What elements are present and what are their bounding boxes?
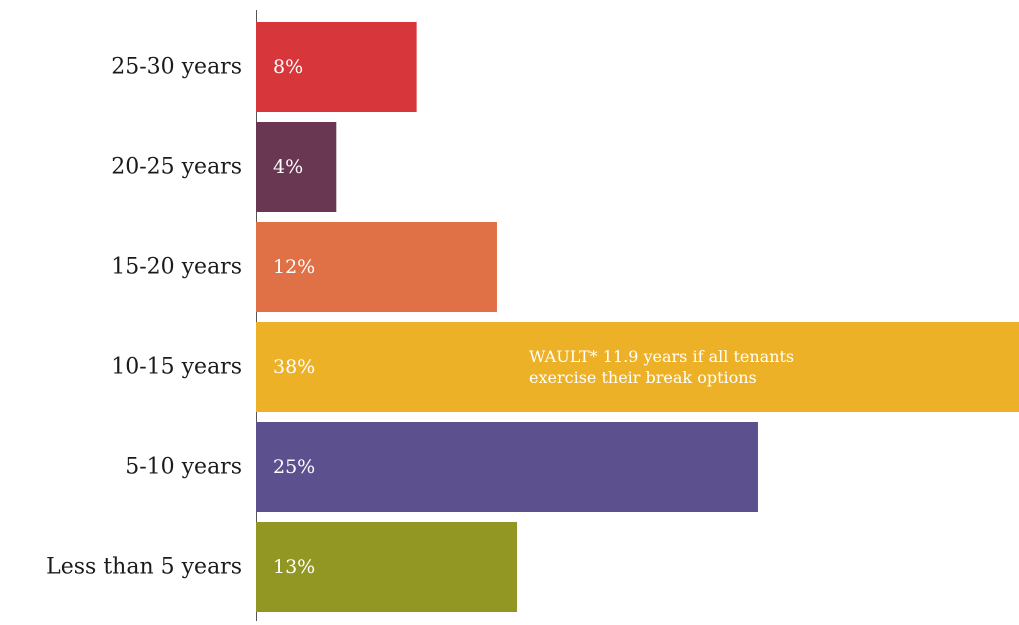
category-label-less-than-5-years: Less than 5 years <box>46 555 242 580</box>
category-label-20-25-years: 20-25 years <box>111 155 242 180</box>
value-label-5-10-years: 25% <box>273 456 315 478</box>
bar-10-15-years <box>256 322 1019 412</box>
category-label-25-30-years: 25-30 years <box>111 55 242 80</box>
bar-15-20-years <box>256 222 497 312</box>
value-label-less-than-5-years: 13% <box>273 556 315 578</box>
bar-25-30-years <box>256 22 417 112</box>
category-label-10-15-years: 10-15 years <box>111 355 242 380</box>
bar-less-than-5-years <box>256 522 518 612</box>
bar-20-25-years <box>256 122 337 212</box>
value-label-25-30-years: 8% <box>273 56 303 78</box>
bars-layer <box>256 22 1019 612</box>
annotation-line-2: exercise their break options <box>529 368 757 387</box>
category-label-5-10-years: 5-10 years <box>125 455 242 480</box>
value-label-20-25-years: 4% <box>273 156 303 178</box>
category-label-15-20-years: 15-20 years <box>111 255 242 280</box>
value-label-15-20-years: 12% <box>273 256 315 278</box>
value-label-10-15-years: 38% <box>273 356 315 378</box>
annotation-line-1: WAULT* 11.9 years if all tenants <box>529 347 794 366</box>
labels-layer: 25-30 years 8% 20-25 years 4% 15-20 years 12%… <box>46 55 794 580</box>
bar-5-10-years <box>256 422 758 512</box>
